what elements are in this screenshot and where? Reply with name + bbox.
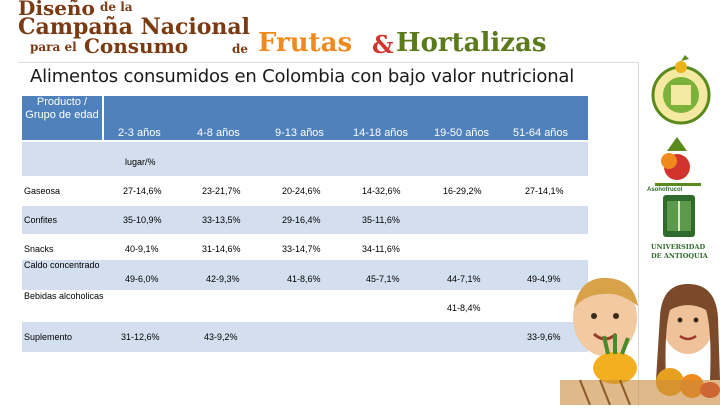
row-band-caldo — [22, 260, 588, 290]
cell: 27-14,1% — [525, 186, 564, 196]
unit-label: lugar/% — [125, 157, 156, 167]
row-label-suplemento: Suplemento — [24, 332, 73, 342]
banner-campana: Campaña Nacional — [18, 14, 250, 40]
campaign-banner: Diseño de la Campaña Nacional para el Co… — [0, 0, 720, 62]
banner-hortalizas: Hortalizas — [396, 28, 547, 58]
asohofrucol-label: Asohofrucol — [647, 187, 683, 193]
cell: 41-8,6% — [287, 274, 321, 284]
cell: 31-14,6% — [202, 244, 241, 254]
cell: 42-9,3% — [206, 274, 240, 284]
cell: 20-24,6% — [282, 186, 321, 196]
banner-de-la: de la — [100, 0, 133, 14]
logo-graphics — [651, 55, 711, 237]
campaign-logo-icon — [651, 55, 711, 125]
cell: 35-10,9% — [123, 215, 162, 225]
banner-diseno: Diseño — [18, 0, 95, 20]
header-product-group: Producto / Grupo de edad — [22, 96, 102, 140]
university-label-2: DE ANTIOQUIA — [651, 252, 708, 260]
cell: 40-9,1% — [125, 244, 159, 254]
row-label-gaseosa: Gaseosa — [24, 186, 61, 196]
banner-ampersand: & — [372, 30, 394, 59]
unit-row — [22, 142, 588, 176]
header-age-4-8: 4-8 años — [197, 127, 240, 139]
row-label-confites: Confites — [24, 215, 58, 225]
cell: 49-6,0% — [125, 274, 159, 284]
header-age-9-13: 9-13 años — [275, 127, 324, 139]
cell: 16-29,2% — [443, 186, 482, 196]
banner-para-el: para el — [30, 40, 77, 54]
header-row-ages — [104, 96, 588, 140]
cell: 45-7,1% — [366, 274, 400, 284]
cell: 33-14,7% — [282, 244, 321, 254]
banner-consumo: Consumo — [84, 34, 189, 58]
cell: 29-16,4% — [282, 215, 321, 225]
cell: 31-12,6% — [121, 332, 160, 342]
row-label-caldo: Caldo concentrado — [24, 260, 100, 270]
row-label-snacks: Snacks — [24, 244, 54, 254]
cell: 35-11,6% — [362, 215, 400, 225]
slide-title: Alimentos consumidos en Colombia con baj… — [30, 66, 575, 87]
cell: 43-9,2% — [204, 332, 238, 342]
cell: 41-8,4% — [447, 303, 481, 313]
header-age-51-64: 51-64 años — [513, 127, 569, 139]
header-cell-product — [22, 96, 102, 140]
banner-frutas: Frutas — [258, 28, 353, 58]
row-band-confites — [22, 206, 588, 234]
cell: 27-14,6% — [123, 186, 162, 196]
header-age-14-18: 14-18 años — [353, 127, 409, 139]
header-product-label: Producto / Grupo de edad — [25, 96, 99, 121]
university-seal-icon — [663, 195, 695, 237]
row-band-suplemento — [22, 322, 588, 352]
partner-logos: Asohofrucol UNIVERSIDAD DE ANTIOQUIA — [645, 55, 715, 285]
row-label-bebidas: Bebidas alcoholicas — [24, 291, 104, 301]
asohofrucol-logo-icon — [655, 137, 701, 186]
cell: 49-4,9% — [527, 274, 561, 284]
cell: 33-9,6% — [527, 332, 561, 342]
cell: 34-11,6% — [362, 244, 400, 254]
children-fruit-photo — [560, 270, 720, 406]
university-label-1: UNIVERSIDAD — [651, 243, 706, 251]
cell: 23-21,7% — [202, 186, 241, 196]
cell: 33-13,5% — [202, 215, 241, 225]
cell: 44-7,1% — [447, 274, 481, 284]
children-illustration — [560, 277, 720, 406]
header-age-2-3: 2-3 años — [118, 127, 161, 139]
banner-de: de — [232, 42, 249, 56]
header-age-19-50: 19-50 años — [434, 127, 490, 139]
cell: 14-32,6% — [362, 186, 401, 196]
